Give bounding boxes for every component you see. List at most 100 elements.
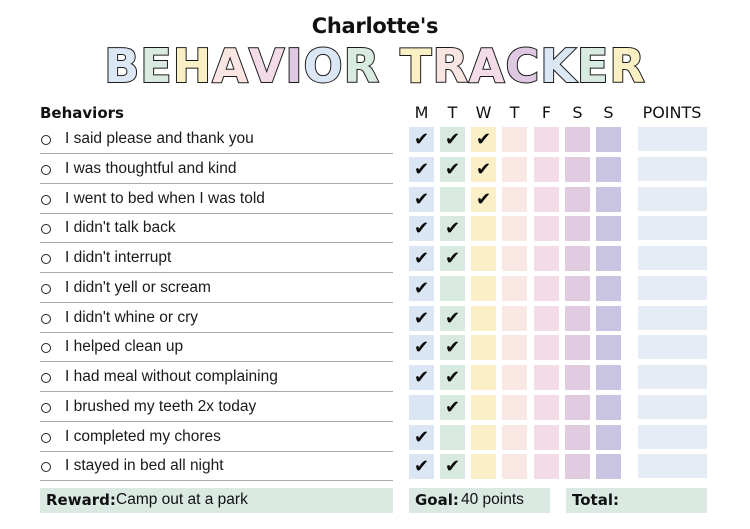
day-checkbox[interactable]: ✔ [440,394,465,420]
day-checkbox[interactable]: ✔ [440,216,465,242]
day-checkbox[interactable] [565,305,590,331]
day-checkbox[interactable]: ✔ [409,335,434,361]
points-field[interactable] [638,246,707,270]
day-checkbox[interactable] [502,127,527,152]
day-checkbox[interactable]: ✔ [409,365,434,390]
day-checkbox[interactable] [534,127,559,152]
day-checkbox[interactable] [534,454,559,480]
day-checkbox[interactable] [596,454,621,480]
points-field[interactable] [638,275,707,300]
day-checkbox[interactable]: ✔ [440,156,465,182]
day-checkbox[interactable] [502,305,527,331]
day-checkbox[interactable] [471,365,496,390]
circle-bullet-icon[interactable] [41,462,51,473]
day-checkbox[interactable] [565,275,590,301]
day-checkbox[interactable] [565,335,590,361]
points-field[interactable] [638,186,707,211]
day-checkbox[interactable] [502,156,527,182]
circle-bullet-icon[interactable] [41,164,51,175]
day-checkbox[interactable] [471,305,496,331]
day-checkbox[interactable]: ✔ [471,127,496,152]
day-checkbox[interactable] [502,186,527,212]
day-checkbox[interactable] [502,335,527,361]
circle-bullet-icon[interactable] [41,402,51,413]
day-checkbox[interactable] [534,216,559,242]
day-checkbox[interactable] [596,305,621,331]
day-checkbox[interactable]: ✔ [409,127,434,152]
circle-bullet-icon[interactable] [41,283,51,294]
points-field[interactable] [638,365,707,389]
day-checkbox[interactable] [471,424,496,450]
circle-bullet-icon[interactable] [41,343,51,354]
points-field[interactable] [638,424,707,449]
day-checkbox[interactable] [565,246,590,271]
circle-bullet-icon[interactable] [41,313,51,324]
day-checkbox[interactable]: ✔ [409,454,434,480]
day-checkbox[interactable] [565,424,590,450]
day-checkbox[interactable] [565,394,590,420]
day-checkbox[interactable] [534,305,559,331]
day-checkbox[interactable] [502,246,527,271]
day-checkbox[interactable] [565,454,590,480]
circle-bullet-icon[interactable] [41,432,51,443]
day-checkbox[interactable] [565,216,590,242]
day-checkbox[interactable]: ✔ [409,216,434,242]
day-checkbox[interactable]: ✔ [440,127,465,152]
day-checkbox[interactable] [534,275,559,301]
day-checkbox[interactable] [471,275,496,301]
points-field[interactable] [638,335,707,360]
day-checkbox[interactable]: ✔ [409,275,434,301]
day-checkbox[interactable] [471,246,496,271]
day-checkbox[interactable]: ✔ [409,305,434,331]
day-checkbox[interactable]: ✔ [409,186,434,212]
circle-bullet-icon[interactable] [41,135,51,145]
day-checkbox[interactable] [471,394,496,420]
day-checkbox[interactable] [534,335,559,361]
circle-bullet-icon[interactable] [41,254,51,264]
day-checkbox[interactable] [596,275,621,301]
day-checkbox[interactable] [409,394,434,420]
day-checkbox[interactable] [596,216,621,242]
day-checkbox[interactable] [596,394,621,420]
points-field[interactable] [638,454,707,479]
day-checkbox[interactable] [534,246,559,271]
day-checkbox[interactable]: ✔ [440,335,465,361]
day-checkbox[interactable] [471,335,496,361]
day-checkbox[interactable] [502,394,527,420]
day-checkbox[interactable] [502,275,527,301]
day-checkbox[interactable] [502,424,527,450]
day-checkbox[interactable] [596,186,621,212]
points-field[interactable] [638,394,707,419]
day-checkbox[interactable]: ✔ [440,454,465,480]
day-checkbox[interactable]: ✔ [409,246,434,271]
day-checkbox[interactable]: ✔ [440,365,465,390]
day-checkbox[interactable]: ✔ [471,186,496,212]
day-checkbox[interactable] [565,186,590,212]
day-checkbox[interactable] [596,365,621,390]
day-checkbox[interactable] [502,454,527,480]
day-checkbox[interactable]: ✔ [440,305,465,331]
day-checkbox[interactable]: ✔ [440,246,465,271]
day-checkbox[interactable] [565,365,590,390]
day-checkbox[interactable] [471,454,496,480]
day-checkbox[interactable] [596,156,621,182]
day-checkbox[interactable] [534,365,559,390]
points-field[interactable] [638,127,707,151]
day-checkbox[interactable] [596,424,621,450]
day-checkbox[interactable] [440,186,465,212]
day-checkbox[interactable]: ✔ [471,156,496,182]
day-checkbox[interactable] [534,394,559,420]
day-checkbox[interactable] [534,424,559,450]
circle-bullet-icon[interactable] [41,224,51,235]
day-checkbox[interactable]: ✔ [409,424,434,450]
day-checkbox[interactable] [596,335,621,361]
circle-bullet-icon[interactable] [41,194,51,205]
day-checkbox[interactable] [565,156,590,182]
day-checkbox[interactable] [440,275,465,301]
day-checkbox[interactable] [440,424,465,450]
points-field[interactable] [638,305,707,330]
points-field[interactable] [638,216,707,241]
day-checkbox[interactable]: ✔ [409,156,434,182]
day-checkbox[interactable] [471,216,496,242]
day-checkbox[interactable] [534,156,559,182]
